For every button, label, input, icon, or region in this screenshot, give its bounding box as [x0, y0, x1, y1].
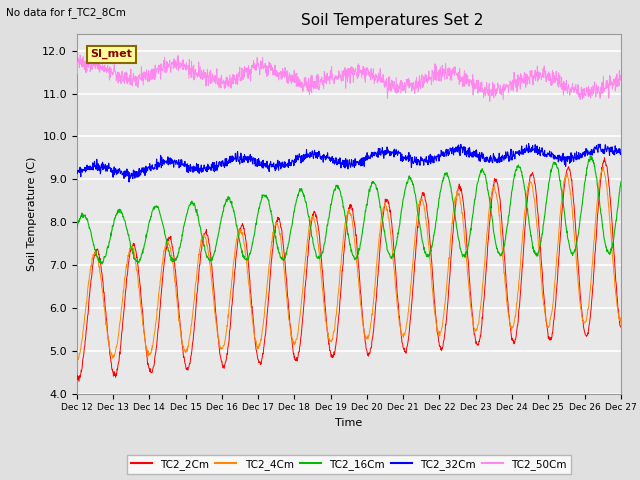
Text: SI_met: SI_met: [90, 49, 132, 59]
Title: Soil Temperatures Set 2: Soil Temperatures Set 2: [301, 13, 483, 28]
Y-axis label: Soil Temperature (C): Soil Temperature (C): [27, 156, 36, 271]
Text: No data for f_TC2_8Cm: No data for f_TC2_8Cm: [6, 7, 126, 18]
X-axis label: Time: Time: [335, 418, 362, 428]
Legend: TC2_2Cm, TC2_4Cm, TC2_16Cm, TC2_32Cm, TC2_50Cm: TC2_2Cm, TC2_4Cm, TC2_16Cm, TC2_32Cm, TC…: [127, 455, 571, 474]
